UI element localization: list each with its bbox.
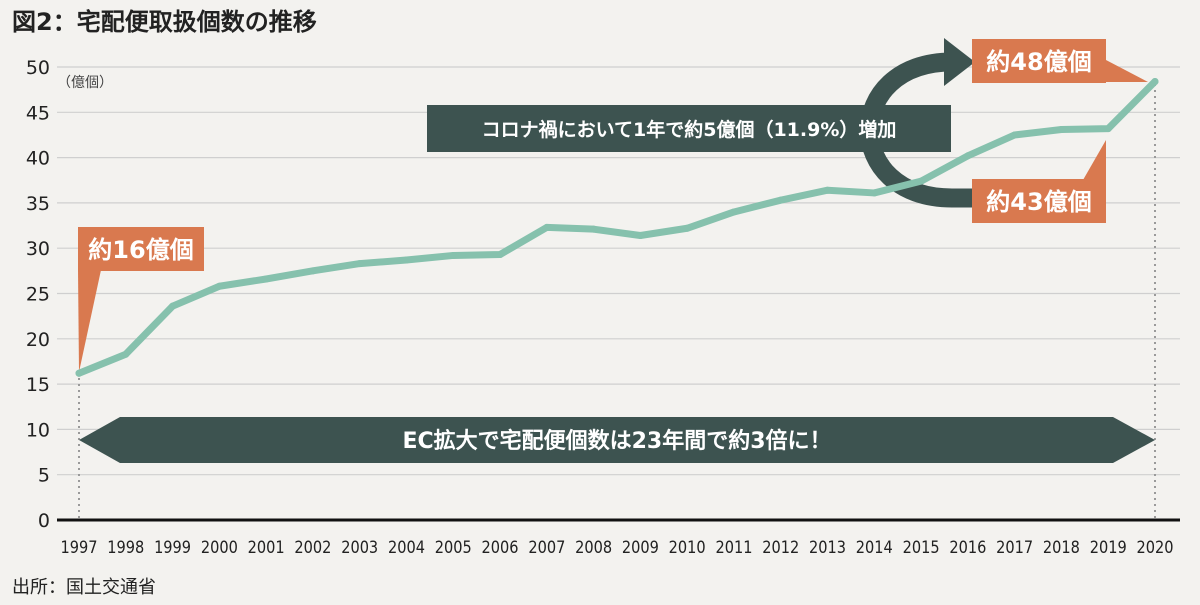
y-tick-label: 20	[26, 329, 50, 351]
mid-callout-text: 約43億個	[986, 188, 1091, 216]
end-callout-box	[972, 39, 1106, 83]
y-tick-label: 30	[26, 238, 50, 260]
data-point	[730, 208, 738, 216]
covid-label: コロナ禍において1年で約5億個（11.9%）増加	[427, 105, 951, 152]
data-point	[309, 267, 317, 275]
x-tick-label: 2016	[949, 538, 986, 558]
data-point	[917, 177, 925, 185]
data-point	[1011, 131, 1019, 139]
covid-label-text: コロナ禍において1年で約5億個（11.9%）増加	[482, 118, 897, 141]
data-point	[1151, 77, 1159, 85]
x-tick-label: 2008	[575, 538, 612, 558]
source-note: 出所：国土交通省	[12, 577, 156, 598]
y-tick-label: 10	[26, 419, 50, 441]
x-tick-label: 2007	[528, 538, 565, 558]
series-line-group	[75, 77, 1159, 377]
data-point	[169, 302, 177, 310]
mid-callout: 約43億個	[972, 140, 1106, 223]
x-tick-label: 2017	[996, 538, 1033, 558]
y-tick-label: 40	[26, 148, 50, 170]
x-tick-label: 2009	[622, 538, 659, 558]
series-line	[75, 77, 1159, 377]
x-tick-label: 2005	[435, 538, 472, 558]
end-callout-pointer	[1094, 60, 1148, 82]
x-tick-label: 1999	[154, 538, 191, 558]
data-point	[262, 275, 270, 283]
start-callout: 約16億個	[78, 227, 204, 372]
x-tick-label: 2020	[1137, 538, 1174, 558]
double-arrow-shape	[79, 417, 1155, 463]
end-callout-text: 約48億個	[986, 48, 1091, 76]
data-point	[75, 369, 83, 377]
x-tick-label: 1997	[61, 538, 98, 558]
ec-banner: EC拡大で宅配便個数は23年間で約3倍に！	[79, 417, 1155, 463]
x-tick-label: 2001	[248, 538, 285, 558]
data-point	[590, 225, 598, 233]
arrow-head	[944, 38, 975, 86]
start-callout-text: 約16億個	[88, 236, 193, 264]
y-tick-label: 15	[26, 374, 50, 396]
x-tick-label: 2011	[715, 538, 752, 558]
data-point	[1057, 126, 1065, 134]
data-point	[543, 223, 551, 231]
mid-callout-pointer	[1083, 140, 1106, 180]
data-point	[356, 260, 364, 268]
y-tick-label: 35	[26, 193, 50, 215]
data-point	[824, 186, 832, 194]
data-point	[870, 189, 878, 197]
x-axis-ticks: 1997 1998 1999 2000 2001 2002 2003 2004 2005 2006…	[61, 538, 1174, 558]
x-tick-label: 2014	[856, 538, 893, 558]
data-point	[1104, 125, 1112, 133]
x-tick-label: 2003	[341, 538, 378, 558]
y-tick-label: 0	[38, 510, 50, 532]
y-tick-label: 50	[26, 57, 50, 79]
y-unit-label: （億個）	[57, 75, 113, 91]
mid-callout-box	[972, 179, 1106, 223]
ec-banner-text: EC拡大で宅配便個数は23年間で約3倍に！	[402, 428, 831, 454]
x-tick-label: 2012	[762, 538, 799, 558]
data-point	[449, 251, 457, 259]
data-point	[636, 232, 644, 240]
y-axis-ticks: 0 5 10 15 20 25 30 35 40 45 50	[26, 57, 50, 532]
chart-title: 図2：宅配便取扱個数の推移	[12, 8, 317, 36]
data-point	[122, 350, 130, 358]
y-tick-label: 5	[38, 465, 50, 487]
x-tick-label: 2000	[201, 538, 238, 558]
y-tick-label: 25	[26, 284, 50, 306]
data-point	[683, 224, 691, 232]
end-callout: 約48億個	[972, 39, 1148, 83]
x-tick-label: 2002	[294, 538, 331, 558]
x-tick-label: 2013	[809, 538, 846, 558]
x-tick-label: 2015	[903, 538, 940, 558]
x-tick-label: 2010	[669, 538, 706, 558]
start-callout-pointer	[78, 270, 101, 372]
x-tick-label: 2018	[1043, 538, 1080, 558]
x-tick-label: 2006	[482, 538, 519, 558]
data-point	[215, 282, 223, 290]
data-point	[777, 196, 785, 204]
x-tick-label: 2019	[1090, 538, 1127, 558]
start-callout-box	[78, 227, 204, 271]
x-tick-label: 1998	[107, 538, 144, 558]
data-point	[964, 152, 972, 160]
covid-label-box	[427, 105, 951, 152]
data-point	[402, 256, 410, 264]
y-tick-label: 45	[26, 102, 50, 124]
x-tick-label: 2004	[388, 538, 425, 558]
data-point	[496, 251, 504, 259]
